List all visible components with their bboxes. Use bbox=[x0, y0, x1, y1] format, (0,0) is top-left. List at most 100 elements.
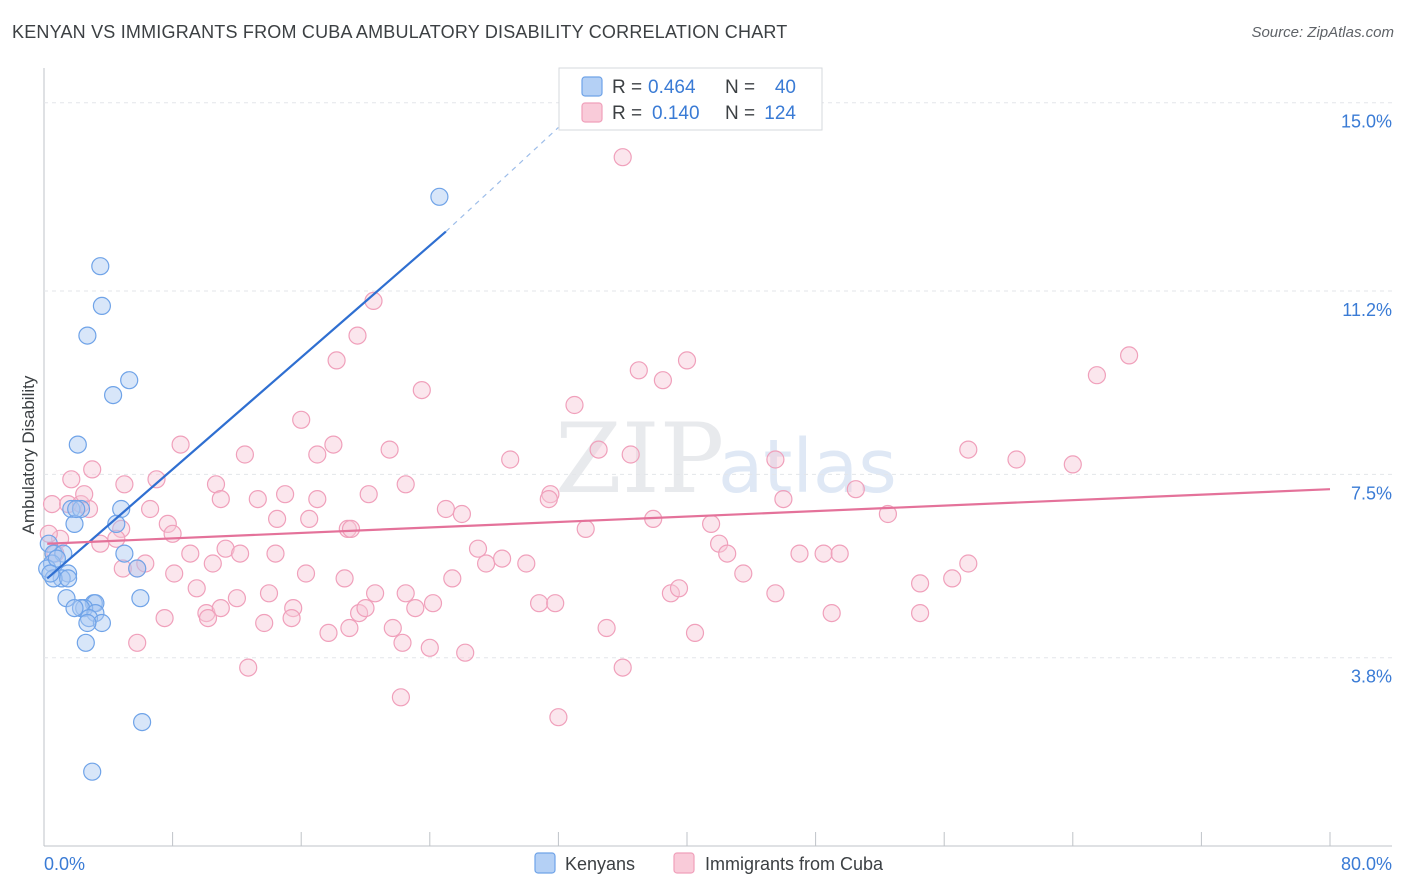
x-tick-label-right: 80.0% bbox=[1341, 854, 1392, 874]
source-label: Source: ZipAtlas.com bbox=[1251, 24, 1394, 41]
cuba-point-47 bbox=[112, 519, 131, 539]
kenyans-point-38 bbox=[67, 499, 86, 519]
cuba-point-121 bbox=[266, 544, 285, 563]
cuba-point-45 bbox=[39, 524, 58, 543]
kenyans-point-10 bbox=[65, 514, 84, 534]
kenyans-point-11 bbox=[107, 514, 126, 534]
kenyans-point-4 bbox=[120, 371, 139, 390]
kenyans-point-35 bbox=[47, 549, 67, 568]
cuba-point-8 bbox=[565, 395, 584, 415]
legend-n-value-cuba: 124 bbox=[764, 103, 796, 124]
cuba-point-37 bbox=[846, 480, 865, 499]
cuba-point-115 bbox=[685, 623, 705, 643]
cuba-point-5 bbox=[677, 351, 697, 370]
cuba-point-117 bbox=[391, 688, 410, 707]
cuba-point-66 bbox=[790, 544, 809, 563]
cuba-point-59 bbox=[436, 499, 455, 519]
cuba-point-11 bbox=[292, 410, 311, 429]
cuba-point-36 bbox=[774, 490, 793, 509]
cuba-point-83 bbox=[366, 584, 385, 603]
legend-n-label-kenyans: N = bbox=[725, 77, 760, 98]
cuba-point-67 bbox=[814, 544, 833, 563]
cuba-point-17 bbox=[501, 450, 520, 469]
cuba-point-23 bbox=[1063, 455, 1082, 474]
cuba-point-77 bbox=[259, 584, 279, 603]
cuba-point-2 bbox=[348, 326, 367, 345]
cuba-point-93 bbox=[529, 594, 549, 613]
kenyans-point-31 bbox=[131, 589, 150, 608]
cuba-point-113 bbox=[597, 618, 616, 638]
cuba-point-109 bbox=[340, 618, 359, 638]
kenyans-point-36 bbox=[65, 598, 84, 618]
cuba-point-76 bbox=[211, 598, 230, 618]
series-legend-swatch-cuba bbox=[673, 852, 695, 874]
cuba-point-54 bbox=[231, 544, 250, 563]
cuba-point-103 bbox=[910, 603, 930, 623]
cuba-point-81 bbox=[335, 569, 354, 588]
cuba-point-24 bbox=[83, 460, 102, 479]
cuba-point-84 bbox=[383, 618, 402, 638]
correlation-legend: R = 0.464 N = 40 R = 0.140 N = 124 bbox=[558, 67, 823, 131]
cuba-point-14 bbox=[308, 445, 327, 464]
cuba-point-9 bbox=[1119, 346, 1139, 365]
cuba-point-38 bbox=[211, 490, 230, 509]
cuba-point-60 bbox=[452, 504, 471, 524]
cuba-point-92 bbox=[517, 554, 536, 573]
cuba-point-123 bbox=[356, 598, 375, 618]
cuba-point-30 bbox=[276, 485, 295, 504]
cuba-point-20 bbox=[766, 450, 785, 469]
kenyans-point-7 bbox=[62, 499, 81, 519]
kenyans-point-15 bbox=[115, 544, 134, 563]
series-legend-swatch-kenyans bbox=[534, 852, 556, 874]
cuba-point-110 bbox=[393, 633, 412, 652]
cuba-point-79 bbox=[296, 564, 316, 583]
cuba-point-86 bbox=[406, 598, 425, 618]
cuba-point-111 bbox=[420, 638, 439, 657]
cuba-point-68 bbox=[878, 504, 898, 524]
cuba-point-33 bbox=[396, 475, 415, 494]
cuba-point-104 bbox=[155, 608, 174, 628]
cuba-point-18 bbox=[589, 440, 608, 459]
cuba-point-98 bbox=[822, 603, 841, 623]
kenyans-point-34 bbox=[83, 762, 102, 781]
kenyans-point-2 bbox=[92, 296, 112, 315]
series-legend-label-kenyans: Kenyans bbox=[565, 854, 635, 874]
cuba-point-107 bbox=[255, 613, 274, 633]
cuba-point-26 bbox=[115, 475, 134, 494]
cuba-point-0 bbox=[613, 148, 632, 167]
y-tick-label-0: 3.8% bbox=[1351, 667, 1392, 687]
cuba-point-87 bbox=[423, 594, 443, 613]
cuba-point-89 bbox=[468, 539, 488, 558]
cuba-point-105 bbox=[198, 608, 218, 628]
kenyans-point-29 bbox=[92, 613, 112, 633]
cuba-point-16 bbox=[380, 440, 399, 459]
x-ticks bbox=[43, 832, 1331, 846]
kenyans-point-5 bbox=[103, 386, 123, 405]
cuba-point-97 bbox=[766, 584, 785, 603]
cuba-point-108 bbox=[282, 608, 301, 628]
y-axis-title: Ambulatory Disability bbox=[19, 375, 38, 534]
cuba-point-19 bbox=[621, 445, 640, 464]
kenyans-point-9 bbox=[71, 499, 91, 519]
cuba-point-50 bbox=[163, 524, 182, 543]
cuba-point-118 bbox=[549, 708, 568, 727]
cuba-point-56 bbox=[300, 509, 319, 529]
legend-n-label-cuba: N = bbox=[725, 103, 760, 124]
kenyans-point-21 bbox=[128, 559, 147, 578]
cuba-point-21 bbox=[959, 440, 978, 459]
cuba-point-99 bbox=[830, 544, 849, 563]
cuba-point-102 bbox=[959, 554, 978, 573]
cuba-point-27 bbox=[147, 470, 166, 489]
x-tick-label-left: 0.0% bbox=[44, 854, 85, 874]
watermark-zip: ZIP bbox=[555, 403, 724, 515]
cuba-point-58 bbox=[341, 519, 361, 539]
cuba-point-116 bbox=[128, 633, 147, 652]
cuba-point-35 bbox=[539, 490, 558, 509]
kenyans-point-32 bbox=[76, 633, 95, 652]
kenyans-point-20 bbox=[44, 569, 63, 588]
chart-title: KENYAN VS IMMIGRANTS FROM CUBA AMBULATOR… bbox=[12, 22, 788, 42]
legend-n-value-kenyans: 40 bbox=[775, 77, 796, 98]
legend-box bbox=[558, 67, 823, 131]
cuba-point-39 bbox=[42, 495, 62, 514]
series-legend-label-cuba: Immigrants from Cuba bbox=[705, 854, 884, 874]
